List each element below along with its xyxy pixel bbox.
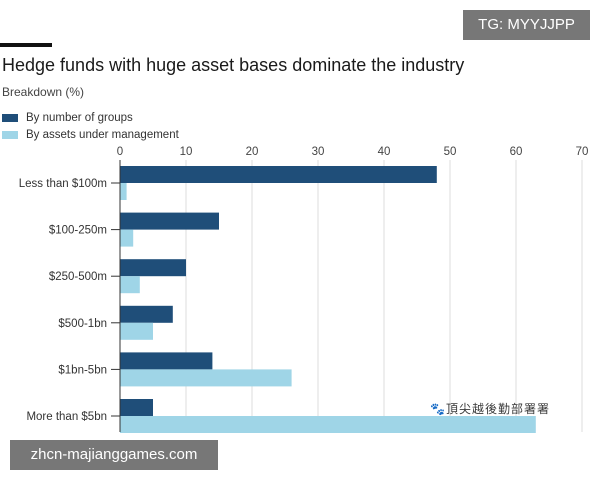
- legend-swatch-assets: [2, 131, 18, 139]
- bar: [120, 276, 140, 294]
- category-label: $500-1bn: [58, 318, 107, 330]
- bar: [120, 183, 127, 200]
- category-label: $1bn-5bn: [58, 364, 107, 376]
- bar: [120, 166, 437, 183]
- category-label: More than $5bn: [26, 411, 107, 423]
- bar: [120, 229, 134, 247]
- legend-item-groups: By number of groups: [2, 110, 179, 126]
- legend-swatch-groups: [2, 114, 18, 122]
- legend-item-assets: By assets under management: [2, 127, 179, 143]
- x-tick-label: 60: [510, 146, 523, 158]
- bar: [120, 212, 219, 230]
- watermark-tg: TG: MYYJJPP: [463, 10, 590, 40]
- bar: [120, 305, 173, 323]
- x-tick-label: 50: [444, 146, 457, 158]
- bar: [120, 399, 153, 416]
- bar: [120, 259, 186, 277]
- x-tick-label: 10: [180, 146, 193, 158]
- category-label: $100-250m: [49, 225, 107, 237]
- bar: [120, 352, 213, 370]
- legend-label-groups: By number of groups: [26, 112, 133, 124]
- legend-label-assets: By assets under management: [26, 129, 179, 141]
- top-rule: [0, 43, 52, 47]
- x-tick-label: 0: [117, 146, 123, 158]
- x-tick-label: 20: [246, 146, 259, 158]
- bar: [120, 369, 292, 387]
- overlay-watermark-text: 🐾頂尖越後勤部署署: [430, 402, 550, 416]
- x-tick-label: 30: [312, 146, 325, 158]
- chart-title: Hedge funds with huge asset bases domina…: [2, 55, 465, 75]
- x-tick-label: 70: [576, 146, 589, 158]
- chart-subtitle: Breakdown (%): [2, 85, 85, 99]
- category-label: Less than $100m: [19, 178, 107, 190]
- bar: [120, 416, 536, 433]
- watermark-site: zhcn-majianggames.com: [10, 440, 218, 470]
- category-label: $250-500m: [49, 271, 107, 283]
- bar: [120, 322, 153, 340]
- x-tick-label: 40: [378, 146, 391, 158]
- legend: By number of groups By assets under mana…: [2, 110, 179, 144]
